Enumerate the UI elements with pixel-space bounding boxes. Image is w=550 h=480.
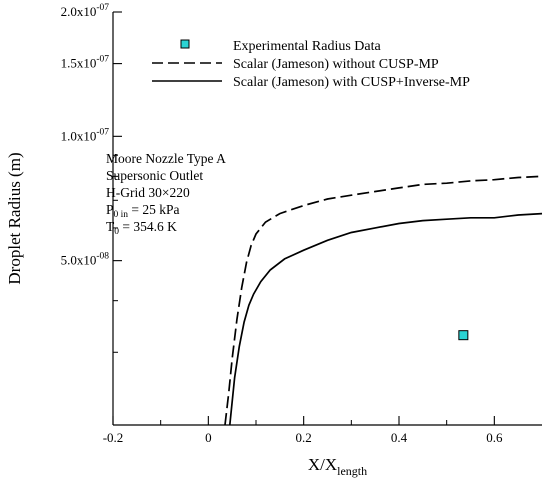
x-tick-label: 0.6	[486, 430, 503, 445]
x-axis-label-main: X/X	[308, 455, 337, 474]
x-tick-label: 0	[205, 430, 212, 445]
annotation-grid: H-Grid 30×220	[106, 185, 190, 200]
x-tick-label: 0.2	[296, 430, 312, 445]
annotation-temperature: T0 = 354.6 K	[106, 219, 177, 237]
pressure-subscript: 0 in	[114, 210, 129, 220]
annotation-nozzle: Moore Nozzle Type A	[106, 151, 226, 166]
legend-label-with-cusp: Scalar (Jameson) with CUSP+Inverse-MP	[233, 75, 470, 90]
series-line-dashed	[224, 175, 543, 426]
legend-marker-experimental	[180, 39, 190, 49]
temperature-value: = 354.6 K	[119, 219, 177, 234]
experimental-data-point	[458, 330, 469, 341]
y-tick-label: 1.0x10-07	[61, 127, 110, 143]
x-axis-label: X/Xlength	[308, 455, 367, 478]
legend-label-experimental: Experimental Radius Data	[233, 39, 382, 54]
conditions-annotation: Moore Nozzle Type A Supersonic Outlet H-…	[106, 151, 226, 237]
pressure-symbol: P	[106, 202, 114, 217]
y-tick-label: 5.0x10-08	[61, 252, 110, 268]
series-line-solid	[228, 212, 543, 426]
annotation-outlet: Supersonic Outlet	[106, 168, 203, 183]
temperature-symbol: T	[106, 219, 115, 234]
x-axis-label-sub: length	[337, 464, 367, 478]
annotation-pressure: P0 in = 25 kPa	[106, 202, 180, 220]
y-axis-label: Droplet Radius (m)	[5, 152, 24, 284]
x-tick-label: 0.4	[391, 430, 408, 445]
temperature-subscript: 0	[114, 227, 119, 237]
x-tick-label: -0.2	[103, 430, 124, 445]
legend: Experimental Radius Data Scalar (Jameson…	[152, 39, 470, 90]
legend-label-without-cusp: Scalar (Jameson) without CUSP-MP	[233, 57, 439, 72]
pressure-value: = 25 kPa	[128, 202, 180, 217]
y-tick-label: 1.5x10-07	[61, 55, 110, 71]
y-tick-label: 2.0x10-07	[61, 3, 110, 19]
